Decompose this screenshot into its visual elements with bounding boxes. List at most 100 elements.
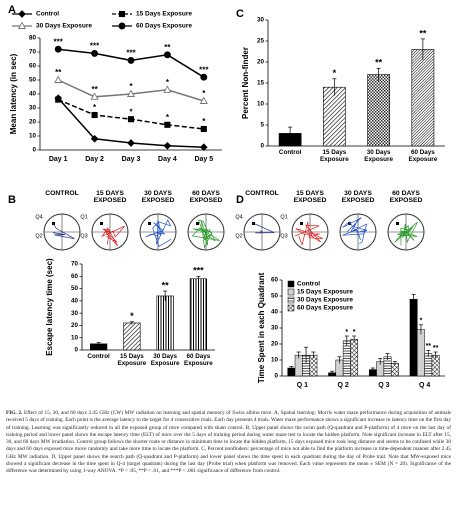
y-tick-label: 0 — [260, 143, 264, 150]
x-tick-label: 60 Days Exposure — [184, 353, 213, 367]
bar — [409, 298, 418, 377]
x-tick-label-box: 60 Days Exposure — [409, 149, 438, 163]
x-tick-label: Day 4 — [158, 156, 177, 163]
y-tick-label: 0 — [74, 347, 78, 354]
legend-swatch — [287, 304, 295, 312]
y-tick-label: 30 — [29, 105, 37, 112]
y-tick-label: 5 — [260, 122, 264, 129]
significance-label: ** — [375, 58, 383, 68]
legend-marker — [118, 10, 126, 18]
significance-label: *** — [90, 42, 100, 51]
x-tick-label: Day 2 — [85, 156, 104, 163]
bar — [350, 338, 359, 377]
x-tick-label-box: Control — [278, 149, 302, 156]
legend-swatch — [287, 280, 295, 288]
y-tick-label: 0 — [32, 147, 36, 154]
significance-label: * — [353, 329, 356, 336]
data-point — [91, 49, 99, 57]
x-tick-label: Q 3 — [378, 382, 389, 389]
quadrant-label: Q4 — [235, 214, 242, 220]
y-tick-label: 10 — [257, 101, 265, 108]
x-tick-label: Q 4 — [419, 382, 430, 389]
y-tick-label: 25 — [257, 38, 265, 45]
bar — [123, 322, 141, 351]
significance-label: * — [166, 113, 170, 122]
data-point — [163, 51, 171, 59]
image-label-box: 30 DAYS EXPOSED — [341, 190, 375, 204]
significance-label: *** — [126, 49, 136, 58]
panel-label: A — [8, 4, 16, 16]
y-tick-label: 20 — [71, 322, 79, 329]
y-tick-label: 60 — [71, 273, 79, 280]
y-axis-title: Time Spent in each Quadrant — [257, 272, 266, 383]
image-label-box: 60 DAYS EXPOSED — [389, 190, 423, 204]
bar — [411, 49, 435, 147]
x-tick-label: Day 3 — [122, 156, 141, 163]
significance-label: ** — [55, 68, 62, 77]
legend-label: Control — [297, 281, 320, 288]
significance-label: * — [130, 311, 134, 321]
image-label: CONTROL — [45, 190, 79, 197]
bar — [417, 329, 425, 377]
significance-label: ** — [91, 85, 98, 94]
bar — [189, 278, 207, 351]
image-label-box: CONTROL — [245, 190, 279, 197]
image-label-box: 30 DAYS EXPOSED — [142, 190, 175, 204]
y-tick-label: 10 — [29, 133, 37, 140]
data-point — [199, 143, 208, 152]
x-tick-label-box: 60 Days Exposure — [184, 353, 213, 367]
x-tick-label: Q 1 — [297, 382, 308, 389]
image-label-box: 15 DAYS EXPOSED — [293, 190, 327, 204]
legend-marker — [17, 21, 27, 29]
significance-label: ** — [164, 43, 171, 52]
data-point — [127, 116, 135, 123]
significance-label: *** — [193, 266, 204, 276]
image-label: 60 DAYS EXPOSED — [389, 190, 423, 204]
y-tick-label: 70 — [71, 261, 79, 268]
data-point — [163, 85, 172, 93]
bar — [342, 340, 351, 377]
image-label: 30 DAYS EXPOSED — [341, 190, 375, 204]
x-tick-label-box: 30 Days Exposure — [364, 149, 393, 163]
x-tick-label-box: 30 Days Exposure — [150, 353, 180, 367]
image-label: 15 DAYS EXPOSED — [293, 190, 327, 204]
significance-label: ** — [162, 280, 170, 290]
y-tick-label: 10 — [271, 357, 279, 364]
panel-label: B — [8, 194, 16, 206]
significance-label: * — [202, 89, 206, 98]
x-tick-label-box: 15 Days Exposure — [118, 353, 147, 367]
data-point — [164, 121, 171, 128]
significance-label: *** — [54, 37, 64, 46]
swim-path — [394, 221, 418, 246]
data-point — [90, 92, 99, 100]
legend-swatch — [287, 296, 295, 304]
y-tick-label: 10 — [71, 334, 79, 341]
y-tick-label: 20 — [257, 59, 265, 66]
image-label-box: 15 DAYS EXPOSED — [94, 190, 127, 204]
y-tick-label: 70 — [29, 49, 37, 56]
significance-label: * — [345, 329, 348, 336]
image-label: 60 DAYS EXPOSED — [189, 190, 223, 204]
legend-marker — [118, 22, 126, 30]
data-point — [54, 75, 63, 83]
significance-label: * — [333, 68, 337, 78]
x-tick-label: Control — [278, 149, 302, 156]
data-point — [54, 45, 62, 53]
data-point — [163, 141, 172, 150]
data-point — [55, 96, 62, 103]
legend-label: 60 Days Exposure — [136, 23, 192, 30]
data-point — [127, 56, 135, 64]
significance-label: ** — [419, 28, 427, 38]
y-tick-label: 20 — [29, 119, 37, 126]
bar — [367, 74, 390, 147]
x-tick-label: 30 Days Exposure — [150, 353, 180, 367]
x-tick-label: 30 Days Exposure — [364, 149, 393, 163]
x-tick-label: Day 1 — [49, 156, 68, 163]
significance-label: * — [202, 117, 206, 126]
y-tick-label: 0 — [274, 373, 278, 380]
data-point — [91, 111, 98, 119]
y-tick-label: 40 — [71, 298, 79, 305]
platform — [196, 222, 199, 225]
